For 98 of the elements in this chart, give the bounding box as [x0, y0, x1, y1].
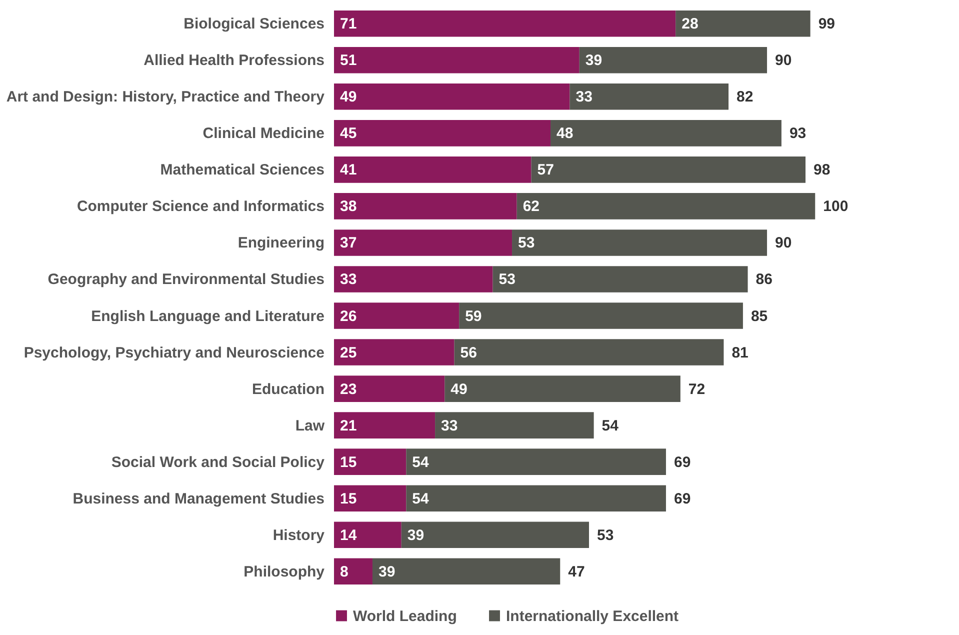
data-label: 59 [465, 308, 482, 325]
data-label: 15 [340, 490, 357, 508]
bar [334, 266, 493, 292]
total-label: 81 [732, 344, 748, 362]
bar [334, 448, 406, 475]
total-label: 98 [814, 162, 830, 179]
data-label: 21 [340, 417, 357, 434]
bar [334, 558, 372, 585]
data-label: 57 [537, 162, 554, 179]
total-label: 85 [750, 308, 768, 325]
bar [459, 302, 743, 329]
bar [401, 522, 589, 548]
bar [676, 10, 810, 37]
y-tick-label: Art and Design: History, Practice and Theory [6, 88, 326, 106]
legend-label: World Leading [353, 608, 457, 625]
data-label: 8 [340, 563, 348, 580]
data-label: 49 [340, 88, 357, 106]
total-label: 86 [756, 271, 772, 288]
bar [334, 485, 406, 512]
data-label: 56 [460, 344, 477, 362]
data-label: 62 [522, 198, 540, 216]
data-label: 39 [378, 563, 396, 580]
data-label: 39 [407, 526, 424, 544]
total-label: 72 [688, 380, 706, 398]
data-label: 25 [340, 344, 357, 362]
y-tick-label: Computer Science and Informatics [76, 198, 324, 216]
bar [334, 46, 580, 74]
data-label: 45 [340, 125, 357, 142]
y-tick-label: Allied Health Professions [144, 52, 324, 70]
total-label: 100 [823, 198, 848, 216]
data-label: 71 [340, 16, 357, 33]
bar [334, 339, 454, 366]
total-label: 47 [568, 563, 585, 580]
total-label: 82 [736, 88, 754, 106]
data-label: 23 [340, 380, 357, 398]
total-label: 54 [602, 417, 620, 434]
bar [372, 558, 560, 585]
data-label: 54 [412, 490, 430, 508]
data-label: 48 [556, 125, 574, 142]
y-tick-label: Biological Sciences [184, 16, 324, 33]
total-label: 69 [674, 490, 691, 508]
total-label: 90 [775, 52, 792, 70]
bar [334, 193, 517, 220]
bar [334, 302, 460, 329]
bar [334, 412, 436, 438]
data-label: 14 [340, 526, 358, 544]
y-tick-label: Education [252, 380, 324, 398]
bar [406, 448, 666, 475]
y-tick-label: Clinical Medicine [202, 125, 324, 142]
bar [492, 266, 748, 292]
bar [570, 84, 729, 110]
bar [435, 412, 594, 438]
data-label: 51 [340, 52, 357, 70]
total-label: 53 [597, 526, 614, 544]
data-label: 41 [340, 162, 357, 179]
bar [444, 376, 680, 402]
bar [334, 84, 570, 110]
total-label: 69 [674, 454, 691, 471]
y-tick-label: History [272, 526, 326, 544]
data-label: 28 [682, 16, 698, 33]
y-tick-label: Social Work and Social Policy [111, 454, 326, 471]
y-tick-label: Law [295, 417, 325, 434]
bar [334, 10, 676, 37]
y-tick-label: Psychology, Psychiatry and Neuroscience [24, 344, 324, 362]
data-label: 49 [450, 380, 468, 398]
y-tick-label: Business and Management Studies [72, 490, 324, 508]
data-label: 33 [576, 88, 592, 106]
bar [550, 120, 782, 146]
bar [406, 485, 666, 512]
data-label: 53 [518, 234, 535, 252]
bar [334, 376, 445, 402]
bar [512, 230, 768, 256]
data-label: 53 [498, 271, 516, 288]
bar [334, 230, 512, 256]
bar [579, 46, 768, 74]
bar [516, 193, 816, 220]
y-tick-label: Mathematical Sciences [160, 162, 324, 179]
data-label: 15 [340, 454, 357, 471]
bar [334, 156, 532, 183]
data-label: 26 [340, 308, 357, 325]
data-label: 54 [412, 454, 430, 471]
total-label: 93 [789, 125, 806, 142]
total-label: 99 [818, 16, 836, 33]
bar [454, 339, 724, 366]
y-tick-label: Engineering [238, 234, 324, 252]
legend-label: Internationally Excellent [506, 608, 679, 625]
y-tick-label: Geography and Environmental Studies [48, 271, 324, 288]
data-label: 37 [340, 234, 357, 252]
y-tick-label: Philosophy [244, 563, 326, 580]
data-label: 33 [441, 417, 458, 434]
total-label: 90 [775, 234, 792, 252]
data-label: 39 [585, 52, 602, 70]
data-label: 33 [340, 271, 357, 288]
y-tick-label: English Language and Literature [91, 308, 324, 325]
bar [334, 120, 551, 146]
data-label: 38 [340, 198, 357, 216]
bar [334, 522, 402, 548]
bar [531, 156, 806, 183]
